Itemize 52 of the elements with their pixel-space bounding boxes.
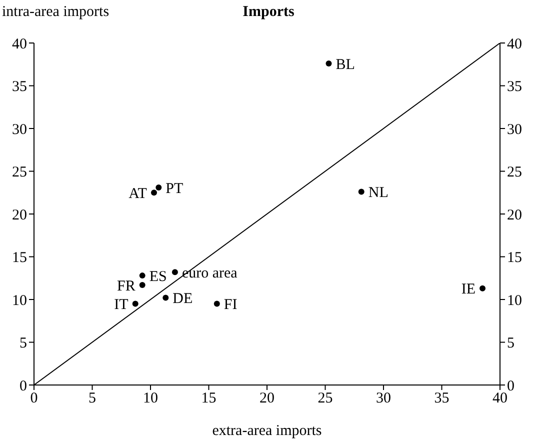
y-tick-label: 35	[12, 79, 27, 96]
annotation: DE	[172, 291, 193, 308]
annotation: IE	[461, 282, 476, 298]
y-tick-label: 15	[12, 250, 27, 266]
y2-tick-label: 5	[507, 336, 514, 352]
y-axis-title: intra-area imports	[2, 4, 110, 21]
annotation: IT	[114, 297, 128, 314]
y2-tick-label: 20	[507, 207, 522, 224]
annotation: euro area	[182, 265, 238, 282]
y2-tick-label: 35	[507, 79, 522, 96]
y2-tick-label: 25	[507, 164, 522, 181]
x-tick-label: 25	[318, 390, 333, 407]
y-tick-label: 0	[20, 378, 27, 394]
point	[480, 285, 486, 292]
y-tick-label: 10	[12, 292, 27, 309]
x-tick-label: 15	[201, 390, 216, 407]
y2-tick-label: 40	[507, 36, 522, 52]
y-tick-label: 25	[12, 164, 27, 181]
x-tick-label: 30	[376, 390, 391, 407]
point	[172, 269, 178, 276]
y-tick-label: 40	[12, 36, 27, 52]
annotation: FR	[116, 278, 136, 294]
point	[214, 300, 220, 307]
annotation: NL	[368, 185, 388, 202]
x-axis-title: extra-area imports	[212, 423, 322, 439]
x-tick-label: 5	[88, 390, 96, 407]
point	[139, 282, 146, 288]
annotation: BL	[336, 56, 355, 73]
x-tick-label: 40	[492, 390, 508, 407]
annotation: AT	[128, 186, 147, 202]
y2-tick-label: 10	[507, 292, 522, 309]
x-tick-label: 20	[260, 390, 274, 407]
point	[156, 184, 162, 190]
annotation: ES	[149, 268, 167, 285]
point	[132, 300, 138, 307]
y-tick-label: 30	[12, 122, 27, 138]
y2-tick-label: 30	[507, 122, 522, 138]
point	[162, 294, 169, 301]
point	[150, 190, 157, 196]
y-tick-label: 20	[12, 207, 27, 224]
annotation: FI	[224, 297, 238, 314]
x-tick-label: 0	[30, 390, 38, 407]
x-tick-label: 35	[434, 390, 450, 407]
x-tick-label: 10	[143, 390, 158, 407]
point	[326, 60, 332, 67]
point	[358, 188, 364, 195]
y-tick-label: 5	[20, 336, 27, 352]
point	[139, 272, 146, 279]
annotation: PT	[166, 180, 184, 197]
y2-tick-label: 15	[507, 250, 522, 266]
chart-title: Imports	[242, 4, 294, 20]
y2-tick-label: 0	[507, 378, 514, 394]
